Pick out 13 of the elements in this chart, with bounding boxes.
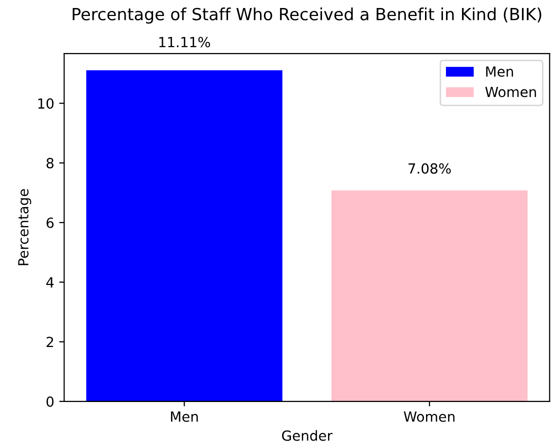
legend-label: Men	[486, 66, 513, 77]
data-label: 7.08%	[408, 163, 451, 174]
data-label: 11.11%	[159, 36, 210, 48]
y-tick-label: 10	[38, 98, 54, 109]
y-tick-label: 4	[46, 277, 54, 288]
legend-label: Women	[485, 86, 536, 98]
y-tick-label: 2	[46, 336, 54, 348]
y-axis-title: Percentage	[18, 189, 32, 266]
y-tick-label: 6	[46, 218, 54, 228]
x-axis-title: Gender	[282, 430, 332, 441]
chart-title: Percentage of Staff Who Received a Benefit in Kind (BIK)	[72, 8, 542, 24]
y-tick-label: 8	[46, 158, 54, 168]
y-tick-label: 0	[46, 396, 54, 407]
